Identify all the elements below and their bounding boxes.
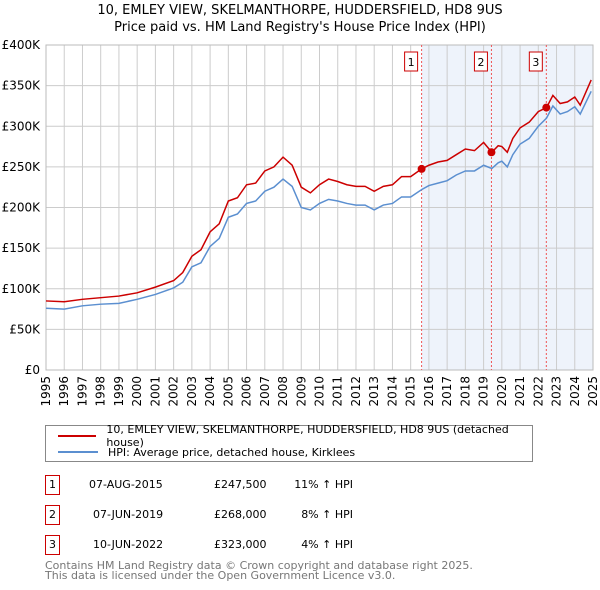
chart-title: 10, EMLEY VIEW, SKELMANTHORPE, HUDDERSFI… — [97, 3, 503, 18]
x-tick-label: 2023 — [550, 376, 564, 407]
chart-subtitle: Price paid vs. HM Land Registry's House … — [114, 20, 486, 35]
sale-row: 3 10-JUN-2022 £323,000 4% ↑ HPI — [45, 535, 545, 555]
x-tick-label: 2013 — [367, 376, 381, 407]
x-tick-label: 1995 — [39, 376, 53, 407]
x-tick-label: 2008 — [276, 376, 290, 407]
footer-line-2: This data is licensed under the Open Gov… — [45, 569, 396, 582]
sale-point-3 — [542, 103, 551, 112]
x-tick-label: 2022 — [531, 376, 545, 407]
sale-marker-box-3 — [528, 51, 543, 72]
x-tick-label: 2010 — [313, 376, 327, 407]
y-tick-label: £150K — [2, 241, 42, 255]
sale-marker-label-1: 1 — [408, 56, 415, 69]
x-tick-label: 1999 — [112, 376, 126, 407]
x-tick-label: 2018 — [458, 376, 472, 407]
sale-number: 2 — [45, 505, 60, 525]
sale-number: 3 — [45, 535, 60, 555]
x-tick-label: 2000 — [130, 376, 144, 407]
x-tick-label: 2007 — [258, 376, 272, 407]
sale-row: 2 07-JUN-2019 £268,000 8% ↑ HPI — [45, 505, 545, 525]
sale-date: 07-JUN-2019 — [93, 508, 164, 521]
x-tick-label: 2004 — [203, 376, 217, 407]
sale-point-1 — [417, 164, 426, 173]
x-tick-label: 2006 — [240, 376, 254, 407]
x-tick-label: 2001 — [148, 376, 162, 407]
x-tick-label: 2012 — [349, 376, 363, 407]
y-tick-label: £50K — [9, 322, 41, 336]
sale-hpi-diff: 4% ↑ HPI — [301, 538, 353, 551]
x-tick-label: 2011 — [331, 376, 345, 407]
sale-price: £268,000 — [214, 508, 267, 521]
sale-hpi-diff: 11% ↑ HPI — [294, 478, 353, 491]
footer: Contains HM Land Registry data © Crown c… — [45, 559, 473, 582]
x-tick-label: 2024 — [568, 376, 582, 407]
x-tick-label: 2015 — [404, 376, 418, 407]
x-tick-label: 2017 — [440, 376, 454, 407]
plot-area: £0 £50K £100K £150K £200K £250K £300K £350K £400… — [2, 38, 600, 407]
x-tick-label: 2014 — [385, 376, 399, 407]
series-line-property — [45, 79, 592, 303]
x-tick-label: 2021 — [513, 376, 527, 407]
sale-hpi-diff: 8% ↑ HPI — [301, 508, 353, 521]
x-tick-label: 2025 — [586, 376, 600, 407]
x-tick-label: 1996 — [57, 376, 71, 407]
y-tick-label: £400K — [2, 38, 42, 52]
y-tick-label: £200K — [2, 201, 42, 215]
legend-swatch-hpi — [58, 451, 98, 453]
x-tick-label: 2002 — [167, 376, 181, 407]
sale-number: 1 — [45, 475, 60, 495]
sale-marker-label-2: 2 — [477, 56, 484, 69]
sale-date: 10-JUN-2022 — [93, 538, 164, 551]
sale-price: £247,500 — [214, 478, 267, 491]
sale-date: 07-AUG-2015 — [89, 478, 163, 491]
legend-label-hpi: HPI: Average price, detached house, Kirk… — [108, 445, 356, 459]
footer-line-1: Contains HM Land Registry data © Crown c… — [45, 559, 473, 572]
sale-row: 1 07-AUG-2015 £247,500 11% ↑ HPI — [45, 475, 545, 495]
y-tick-label: £0 — [25, 363, 40, 377]
x-tick-label: 2009 — [294, 376, 308, 407]
sale-marker-box-2 — [473, 51, 488, 72]
x-tick-label: 1998 — [94, 376, 108, 407]
y-tick-label: £350K — [2, 79, 42, 93]
sale-price: £323,000 — [214, 538, 267, 551]
plot-border — [45, 44, 594, 371]
x-tick-label: 1997 — [75, 376, 89, 407]
sale-marker-box-1 — [404, 51, 419, 72]
legend-swatch-property — [58, 435, 97, 437]
sale-marker-label-3: 3 — [532, 56, 539, 69]
y-tick-label: £250K — [2, 160, 42, 174]
series-line-hpi — [45, 90, 592, 310]
x-tick-label: 2019 — [477, 376, 491, 407]
legend-label-property: 10, EMLEY VIEW, SKELMANTHORPE, HUDDERSFI… — [106, 423, 509, 449]
x-tick-label: 2016 — [422, 376, 436, 407]
x-tick-label: 2003 — [185, 376, 199, 407]
y-tick-label: £300K — [2, 119, 42, 133]
y-tick-label: £100K — [2, 282, 42, 296]
sale-point-2 — [487, 148, 496, 157]
x-tick-label: 2020 — [495, 376, 509, 407]
legend: 10, EMLEY VIEW, SKELMANTHORPE, HUDDERSFI… — [45, 423, 533, 462]
x-tick-label: 2005 — [221, 376, 235, 407]
